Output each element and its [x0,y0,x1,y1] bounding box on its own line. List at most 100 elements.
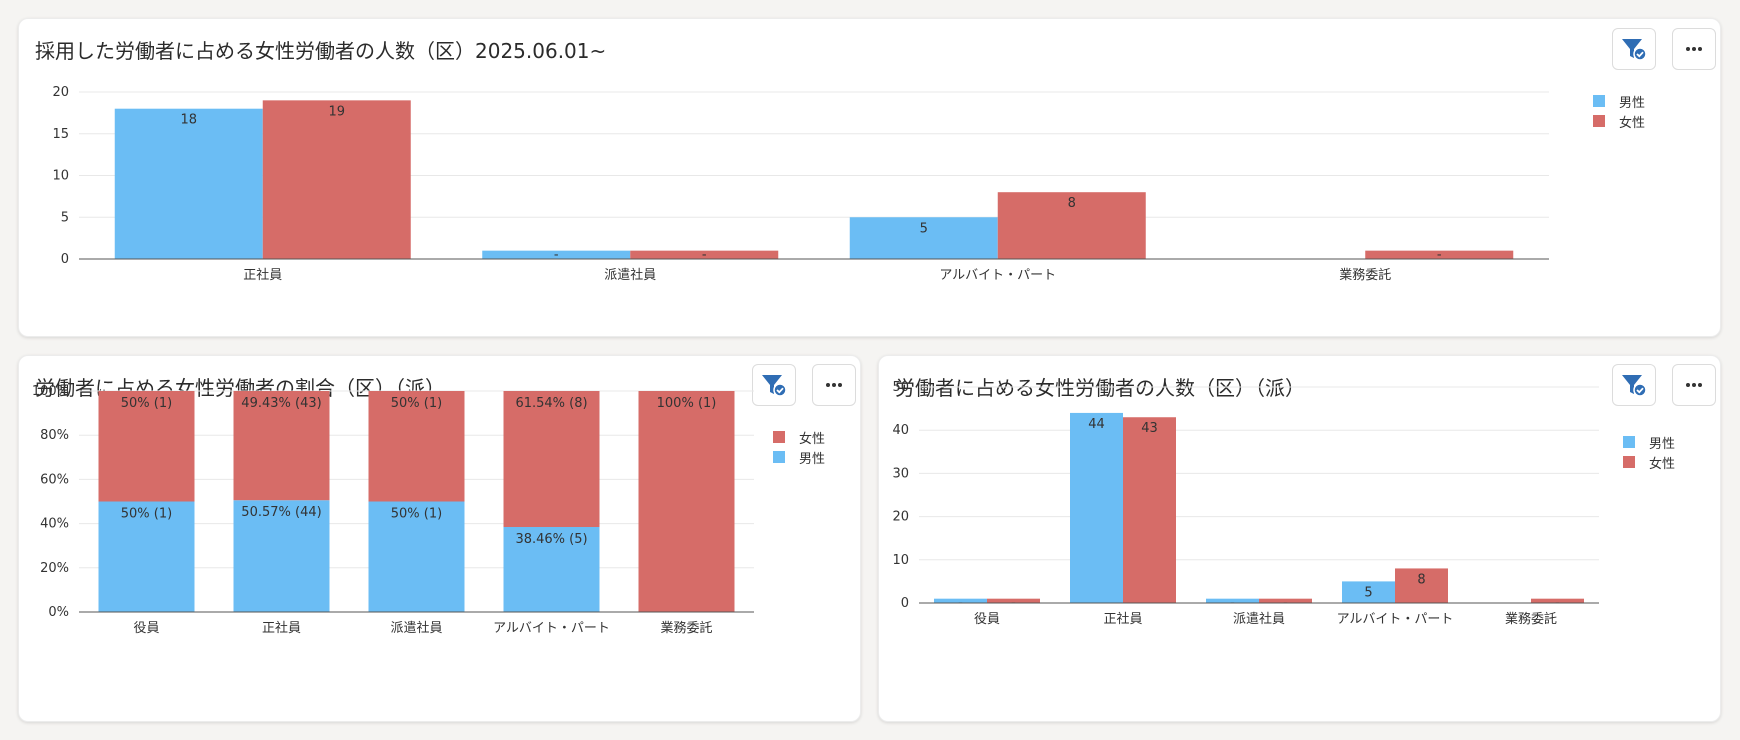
bar-female [638,391,735,612]
y-tick-label: 100% [32,384,69,399]
legend: 男性 女性 [1623,432,1675,472]
bar-male [368,501,465,612]
x-tick-label: 業務委託 [1339,267,1391,283]
y-tick-label: 0 [901,596,909,611]
bar-female [1531,598,1584,603]
data-label: 50% (1) [121,396,172,411]
y-tick-label: 10 [892,553,909,568]
data-label: 50% (1) [391,396,442,411]
legend-item-male[interactable]: 男性 [773,447,825,467]
bar-chart-hiring: 0 5 10 15 20 18 19 正社員 - - 派遣社員 5 8 アルバイト・パート - 業務委託 [52,85,1549,283]
data-label: 5 [920,221,928,236]
y-tick-label: 40 [892,423,909,438]
x-tick-label: アルバイト・パート [1337,612,1454,627]
legend-item-male[interactable]: 男性 [1593,91,1645,111]
data-label: 50% (1) [121,507,172,522]
x-tick-label: 正社員 [1103,611,1142,627]
chart-title: 採用した労働者に占める女性労働者の人数（区）2025.06.01~ [35,39,607,63]
filter-check-icon [1622,39,1647,61]
x-tick-label: 正社員 [262,620,301,636]
data-label: - [554,248,559,263]
bar-chart-count: 01020304050--役員4443正社員--派遣社員58アルバイト・パート-… [892,380,1599,627]
more-horizontal-icon [1686,383,1702,387]
x-tick-label: アルバイト・パート [493,621,610,636]
x-tick-label: アルバイト・パート [939,268,1056,283]
stacked-bar-chart-ratio: 0% 20% 40% 60% 80% 100% 50% (1) 50% (1) 役員 50.57%… [32,384,754,636]
bar-male [1206,598,1259,603]
chart-title: 労働者に占める女性労働者の人数（区）（派） [895,376,1305,400]
data-label: 18 [180,113,197,128]
legend-swatch-male [1623,436,1635,448]
y-tick-label: 40% [40,517,69,532]
bar-male [98,501,195,612]
x-tick-label: 役員 [133,621,159,636]
filter-button[interactable] [752,364,796,406]
filter-check-icon [762,375,787,397]
legend-label: 女性 [1619,115,1646,131]
y-tick-label: 20% [40,561,69,576]
legend-item-female[interactable]: 女性 [1623,452,1675,472]
bar-female [368,391,465,502]
bar-male [849,217,998,259]
legend-item-female[interactable]: 女性 [773,427,825,447]
bar-female [503,391,600,528]
legend-swatch-female [1623,456,1635,468]
legend-swatch-female [773,431,785,443]
x-tick-label: 業務委託 [1505,611,1557,627]
data-label: 5 [1364,585,1372,600]
legend-item-female[interactable]: 女性 [1593,111,1645,131]
filter-button[interactable] [1612,28,1656,70]
more-options-button[interactable] [1672,364,1716,406]
legend-label: 男性 [1619,95,1646,111]
data-label: 49.43% (43) [241,396,321,411]
data-label: 38.46% (5) [515,532,587,547]
data-label: 44 [1088,417,1105,432]
x-tick-label: 派遣社員 [604,267,656,283]
filter-check-icon [1622,375,1647,397]
y-tick-label: 10 [52,169,69,184]
y-tick-label: 80% [40,428,69,443]
legend-swatch-male [773,451,785,463]
x-tick-label: 派遣社員 [390,620,442,636]
legend-swatch-male [1593,95,1605,107]
data-label: 50.57% (44) [241,505,321,520]
bar-male [1342,581,1395,603]
x-tick-label: 業務委託 [660,620,712,636]
legend: 男性 女性 [1593,91,1645,131]
legend-label: 男性 [799,451,826,467]
x-tick-label: 正社員 [243,267,282,283]
bar-female [1365,250,1514,259]
data-label: 8 [1068,196,1076,211]
legend: 女性 男性 [773,427,825,467]
y-tick-label: 50 [892,380,909,395]
chart-card-hiring: 採用した労働者に占める女性労働者の人数（区）2025.06.01~ 0 5 10 15… [18,18,1721,337]
bar-female [233,391,330,501]
data-label: 19 [328,104,345,119]
bar-female [98,391,195,502]
x-tick-label: 役員 [974,612,1000,627]
bar-female [630,250,779,259]
bar-female [1123,417,1176,603]
more-options-button[interactable] [812,364,856,406]
more-horizontal-icon [826,383,842,387]
legend-item-male[interactable]: 男性 [1623,432,1675,452]
bar-male [482,250,631,259]
more-options-button[interactable] [1672,28,1716,70]
y-tick-label: 30 [892,466,909,481]
legend-label: 女性 [799,431,826,447]
data-label: 43 [1141,421,1158,436]
data-label: 50% (1) [391,507,442,522]
bar-male [1070,412,1123,603]
data-label: - [702,248,707,263]
data-label: 8 [1417,572,1425,587]
legend-label: 男性 [1649,436,1676,452]
y-tick-label: 0% [48,605,69,620]
legend-swatch-female [1593,115,1605,127]
x-tick-label: 派遣社員 [1233,611,1285,627]
legend-label: 女性 [1649,456,1676,472]
filter-button[interactable] [1612,364,1656,406]
bar-female [1259,598,1312,603]
bar-male [934,598,987,603]
bar-male [114,108,263,259]
chart-card-count: 労働者に占める女性労働者の人数（区）（派） 01020304050--役員444… [878,355,1721,722]
